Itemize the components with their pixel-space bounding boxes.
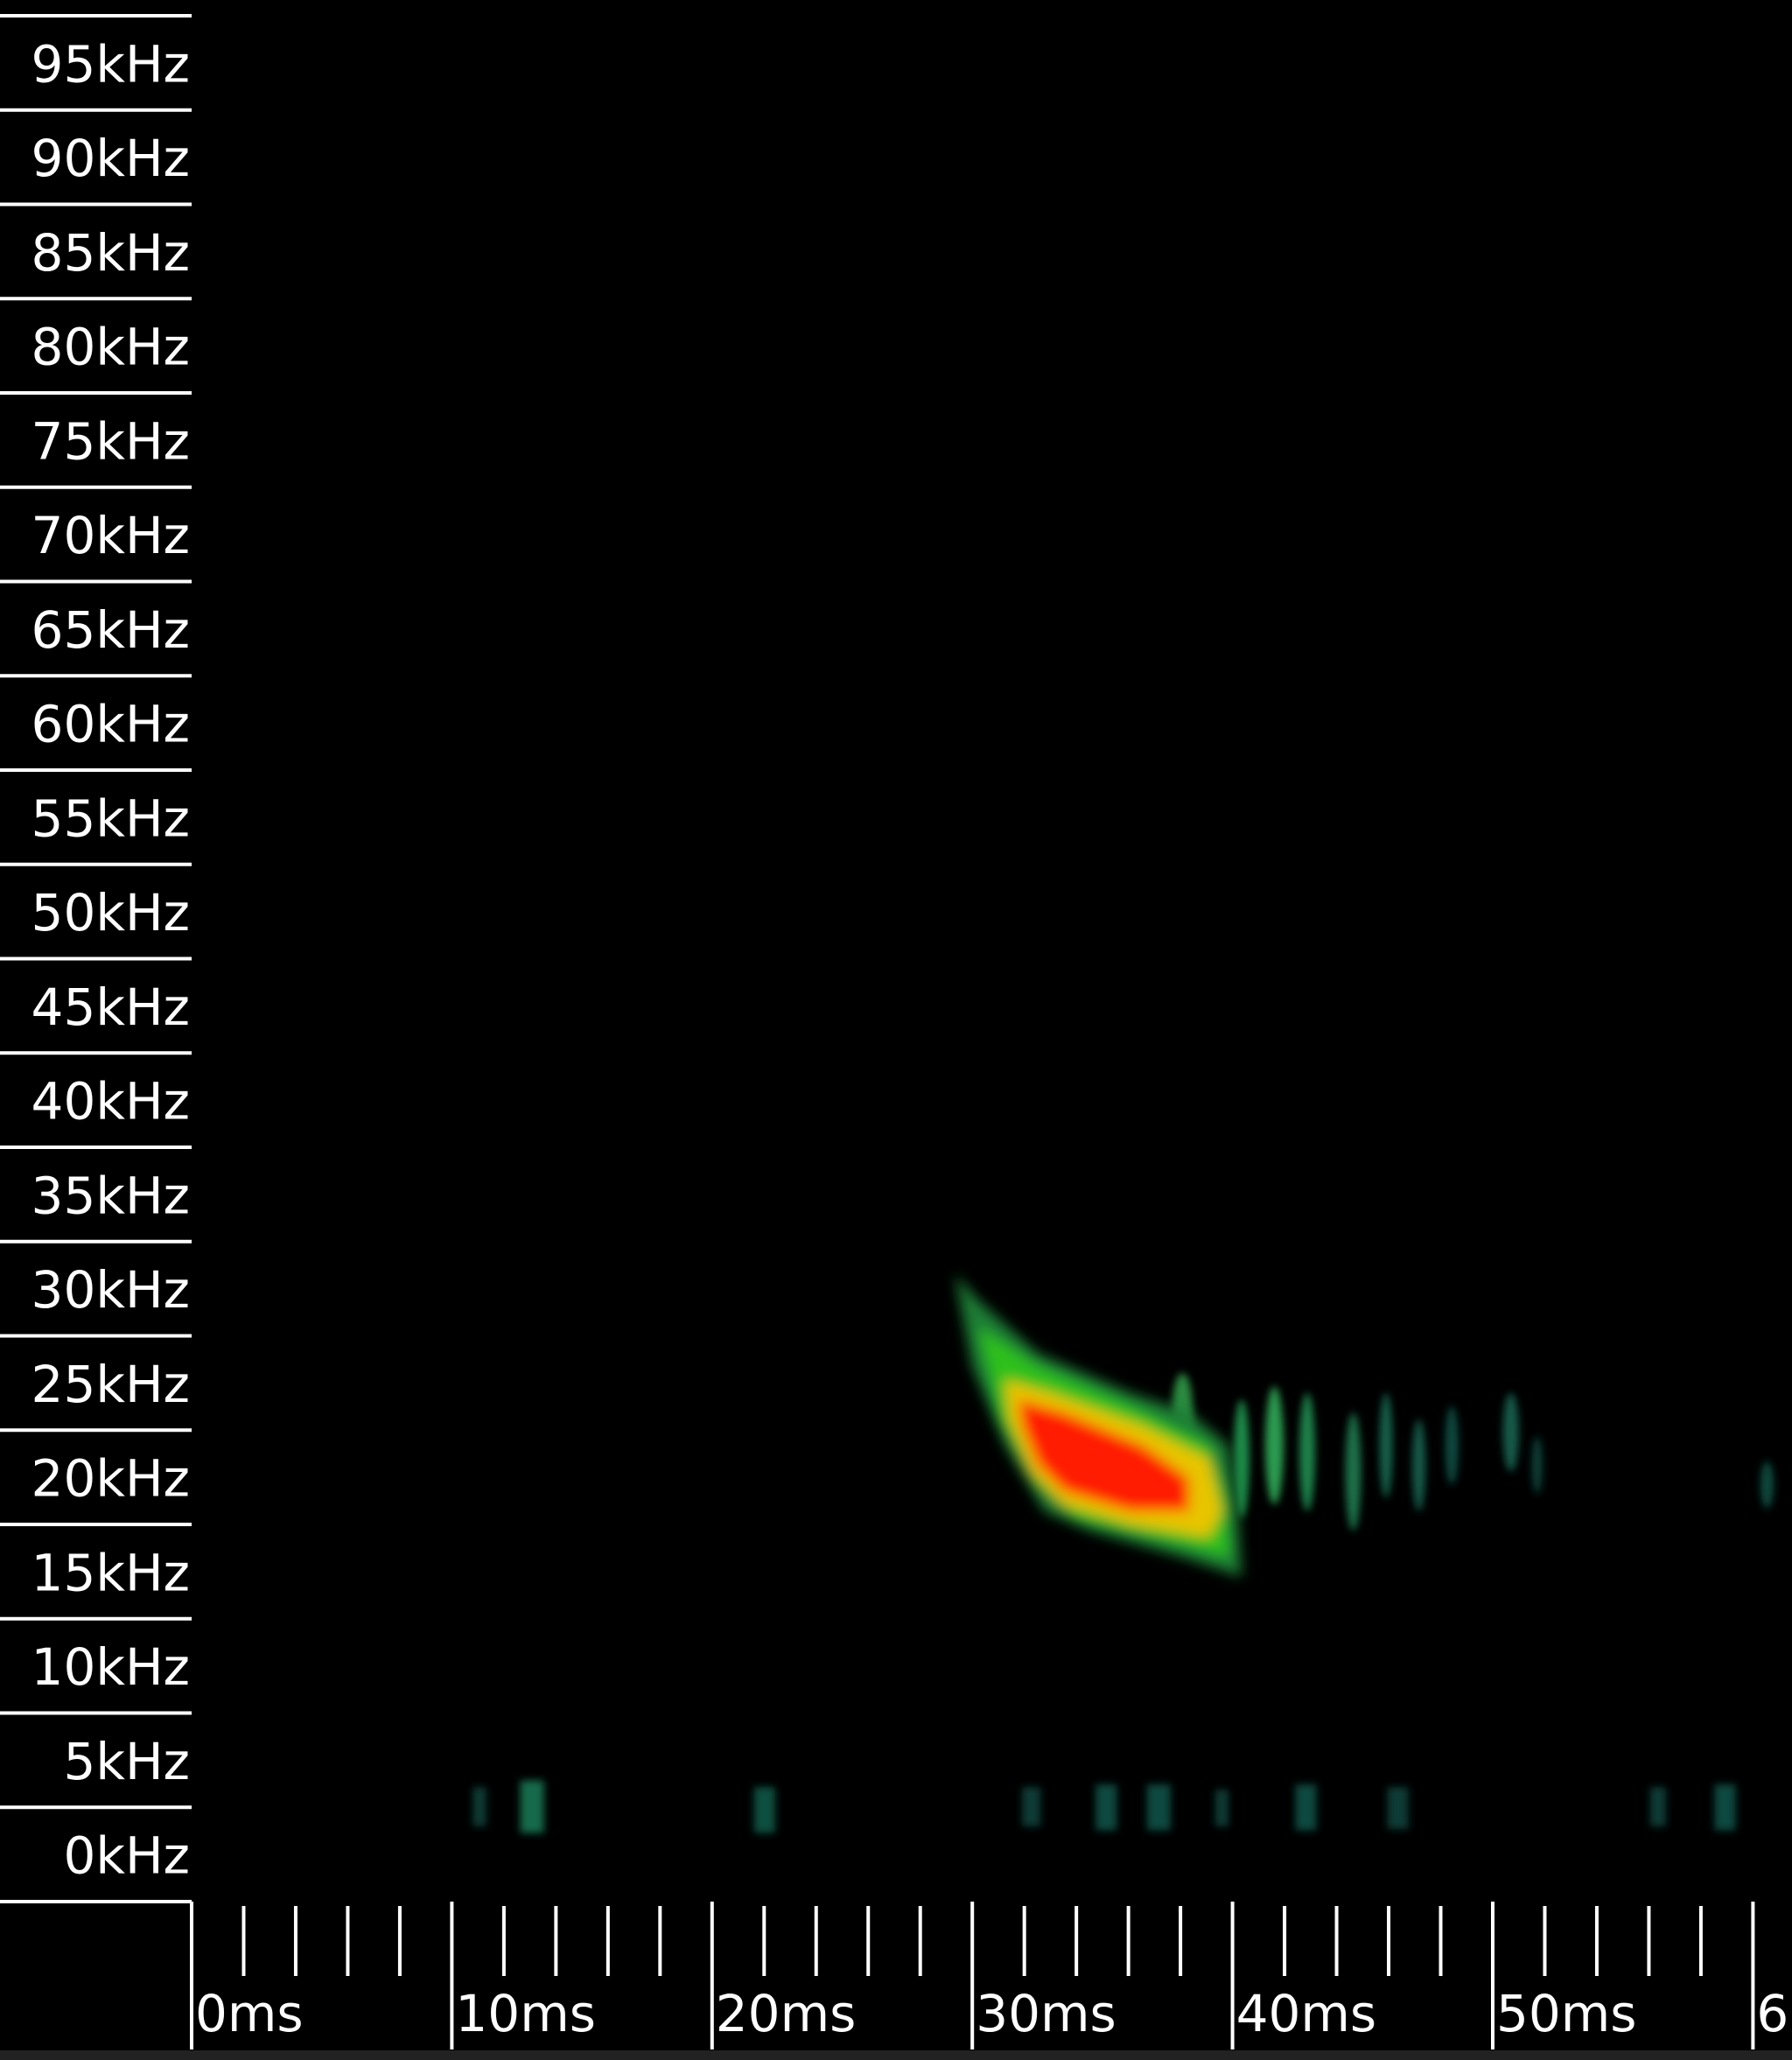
y-tick-label: 15kHz [32,1543,190,1602]
x-tick-label: 20ms [716,1984,857,2043]
x-tick-label: 50ms [1496,1984,1637,2043]
y-tick-label: 40kHz [32,1072,190,1132]
call-blob [955,1274,1242,1577]
y-tick-label: 90kHz [32,129,190,188]
y-tick-label: 55kHz [32,788,190,848]
spectrogram-image [472,1274,1774,1833]
y-tick-label: 20kHz [32,1449,190,1509]
x-tick-label: 10ms [455,1984,596,2043]
low-noise [472,1780,1736,1833]
y-tick-label: 65kHz [32,600,190,660]
y-tick-label: 5kHz [63,1732,190,1791]
y-tick-label: 75kHz [32,411,190,471]
y-tick-label: 85kHz [32,223,190,283]
x-tick-label: 60ms [1756,1984,1792,2043]
y-tick-label: 30kHz [32,1260,190,1320]
y-tick-label: 0kHz [63,1826,190,1886]
y-tick-label: 10kHz [32,1637,190,1697]
echo-streaks [1172,1373,1774,1531]
x-tick-label: 40ms [1236,1984,1377,2043]
scrollbar-edge [0,2050,1792,2060]
x-tick-label: 0ms [195,1984,304,2043]
y-tick-label: 50kHz [32,883,190,942]
x-tick-label: 30ms [976,1984,1116,2043]
y-tick-label: 25kHz [32,1355,190,1414]
y-tick-label: 95kHz [32,34,190,94]
y-tick-label: 80kHz [32,318,190,377]
y-tick-label: 60kHz [32,695,190,754]
y-tick-label: 70kHz [32,506,190,565]
y-tick-label: 35kHz [32,1166,190,1225]
y-tick-label: 45kHz [32,977,190,1037]
